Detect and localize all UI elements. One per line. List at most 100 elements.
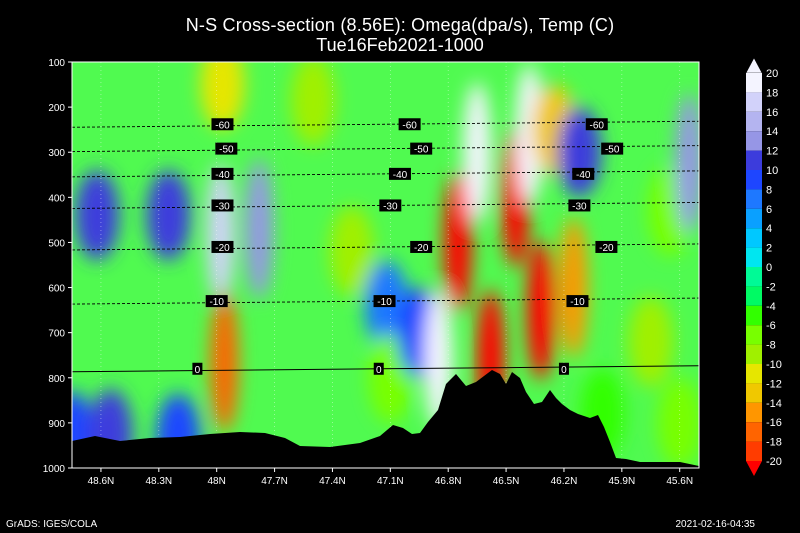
colorbar-tick-label: 16: [766, 107, 778, 119]
isotherm-label: -30: [383, 201, 398, 212]
colorbar-tick-label: 12: [766, 146, 778, 158]
y-tick-label: 100: [48, 58, 65, 69]
colorbar-segment: [746, 247, 762, 267]
colorbar-segment: [746, 92, 762, 112]
omega-field-blob: [463, 82, 492, 223]
isotherm-label: -40: [393, 170, 408, 181]
isotherm-line: [72, 365, 699, 373]
colorbar-tick-label: 4: [766, 223, 772, 235]
y-tick-label: 300: [48, 148, 65, 159]
colorbar-segment: [746, 344, 762, 364]
colorbar-segment: [746, 441, 762, 461]
isotherm-label-bg: [558, 362, 569, 375]
omega-field-blob: [526, 240, 555, 381]
x-tick-label: 48.6N: [88, 476, 115, 487]
isotherm-label: -50: [605, 145, 620, 156]
colorbar-segment: [746, 189, 762, 209]
colorbar-segment: [746, 422, 762, 442]
isotherm-label-bg: [192, 362, 203, 375]
colorbar-segment: [746, 150, 762, 170]
colorbar-segment: [746, 73, 762, 93]
colorbar-tick-label: -16: [766, 417, 782, 429]
omega-field-blob: [206, 163, 235, 304]
chart-subtitle: Tue16Feb2021-1000: [316, 35, 484, 55]
isotherm-label-bg: [388, 167, 411, 180]
x-tick-label: 47.4N: [319, 476, 346, 487]
isotherm-label: 0: [195, 365, 201, 376]
isotherm-label: -20: [599, 243, 614, 254]
isotherm-label-bg: [566, 295, 589, 308]
colorbar-tick-label: 18: [766, 87, 778, 99]
colorbar-tick-label: 6: [766, 204, 772, 216]
isotherm-label: -60: [590, 120, 605, 131]
isotherm-label-bg: [595, 240, 618, 253]
x-tick-label: 46.2N: [551, 476, 578, 487]
isotherm-label: -60: [402, 120, 417, 131]
omega-field-blob: [146, 170, 191, 261]
isotherm-label: -40: [215, 170, 230, 181]
isotherm-label: -10: [377, 297, 392, 308]
omega-field-blob: [675, 93, 699, 234]
x-tick-label: 45.9N: [608, 476, 635, 487]
isotherm-label: -10: [570, 297, 585, 308]
colorbar-bottom-arrow: [746, 461, 762, 476]
colorbar-segment: [746, 111, 762, 132]
x-tick-label: 47.1N: [377, 476, 404, 487]
isotherm-label-bg: [373, 295, 396, 308]
isotherm-label-bg: [373, 362, 384, 375]
y-tick-label: 200: [48, 103, 65, 114]
colorbar-segment: [746, 208, 762, 229]
colorbar-tick-label: -20: [766, 456, 782, 468]
isotherm-label: -30: [215, 201, 230, 212]
isotherm-label-bg: [585, 118, 608, 131]
isotherm-line: [72, 202, 699, 209]
omega-field-blob: [329, 206, 374, 297]
colorbar-tick-label: 14: [766, 126, 778, 138]
colorbar-tick-label: -14: [766, 398, 782, 410]
y-tick-label: 1000: [43, 464, 66, 475]
colorbar-tick-label: -10: [766, 359, 782, 371]
isotherm-label-bg: [572, 167, 595, 180]
omega-field-blob: [559, 217, 588, 358]
isotherm-label-bg: [398, 118, 421, 131]
omega-field-blob: [210, 291, 239, 432]
isotherm-label-bg: [205, 295, 228, 308]
isotherm-label-bg: [215, 142, 238, 155]
y-tick-label: 700: [48, 329, 65, 340]
isotherm-label: -50: [219, 145, 234, 156]
isotherm-label-bg: [568, 199, 591, 212]
x-tick-label: 46.5N: [493, 476, 520, 487]
isotherm-line: [72, 243, 699, 251]
colorbar-tick-label: 8: [766, 184, 772, 196]
y-tick-label: 600: [48, 284, 65, 295]
x-tick-label: 48N: [208, 476, 226, 487]
colorbar-segment: [746, 286, 762, 306]
isotherm-label-bg: [211, 118, 234, 131]
isotherm-line: [72, 145, 699, 153]
isotherm-label-bg: [410, 142, 433, 155]
isotherm-label: -60: [215, 120, 230, 131]
terrain-silhouette: [72, 370, 699, 468]
plot-frame: [71, 61, 700, 469]
isotherm-label-bg: [211, 199, 234, 212]
colorbar-segment: [746, 325, 762, 345]
y-tick-label: 900: [48, 419, 65, 430]
omega-field-blob: [245, 158, 274, 299]
isotherm-label: -40: [576, 170, 591, 181]
x-tick-label: 46.8N: [435, 476, 462, 487]
footer-right-timestamp: 2021-02-16-04:35: [675, 519, 755, 530]
colorbar-segment: [746, 305, 762, 326]
colorbar-segment: [746, 364, 762, 384]
isotherm-label: 0: [376, 365, 382, 376]
omega-field-blob: [657, 377, 699, 468]
omega-field-blob: [628, 296, 673, 387]
colorbar-tick-label: -6: [766, 320, 776, 332]
colorbar-tick-label: -12: [766, 378, 782, 390]
colorbar-tick-label: 2: [766, 243, 772, 255]
colorbar-tick-label: -8: [766, 340, 776, 352]
y-tick-label: 400: [48, 193, 65, 204]
colorbar-segment: [746, 131, 762, 151]
colorbar-tick-label: -4: [766, 301, 776, 313]
colorbar-segment: [746, 170, 762, 190]
